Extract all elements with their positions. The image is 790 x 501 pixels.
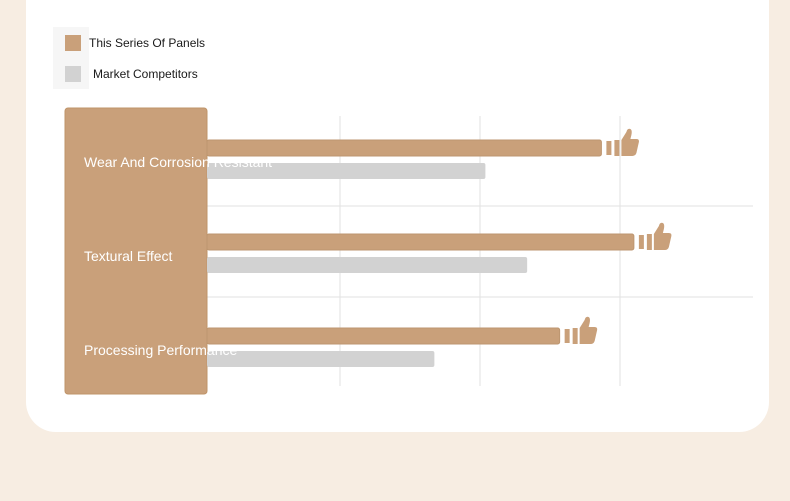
bar-panels-1 [206,139,602,157]
category-label-3: Processing Performance [84,342,238,358]
thumbs-up-icon [646,222,672,250]
bar-cap-2 [638,235,644,249]
legend-label-competitors: Market Competitors [93,67,198,81]
bar-competitors-2 [207,257,528,273]
bar-cap-1 [606,141,612,155]
category-label-1: Wear And Corrosion Resistant [84,154,273,170]
legend-item-panels: This Series Of Panels [53,35,205,51]
thumbs-up-icon [572,316,598,344]
bar-competitors-1 [207,163,486,179]
legend: This Series Of Panels Market Competitors [53,27,213,89]
bar-cap-3 [564,329,570,343]
thumbs-up-icon [614,128,639,156]
bar-panels-2 [206,233,635,251]
legend-label-panels: This Series Of Panels [89,36,206,50]
legend-item-competitors: Market Competitors [53,66,198,82]
bar-panels-3 [206,327,561,345]
legend-swatch-competitors [65,66,81,82]
category-label-2: Textural Effect [84,248,173,264]
bar-competitors-3 [207,351,435,367]
category-band [64,107,208,395]
legend-swatch-panels [65,35,81,51]
